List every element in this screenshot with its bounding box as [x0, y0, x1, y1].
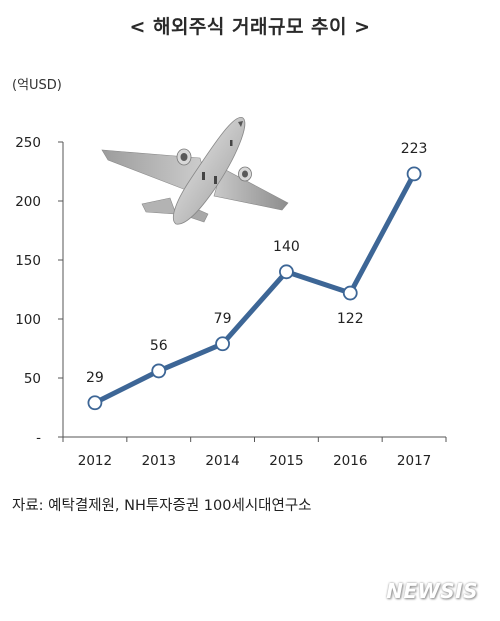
y-unit-label: (억USD): [12, 78, 62, 93]
x-tick-label: 2017: [397, 453, 431, 469]
data-label: 79: [214, 311, 232, 327]
data-label: 29: [86, 370, 104, 386]
y-tick-label: 200: [15, 194, 41, 210]
y-tick-label: 50: [24, 371, 41, 387]
x-tick-label: 2012: [78, 453, 112, 469]
data-label: 56: [150, 338, 168, 354]
data-point: [215, 336, 230, 352]
x-tick-label: 2013: [142, 453, 176, 469]
data-point: [87, 395, 103, 411]
data-point: [406, 166, 422, 182]
x-tick-label: 2016: [333, 453, 367, 469]
data-point: [279, 264, 294, 280]
y-tick-label: 150: [15, 253, 41, 269]
y-tick-label: 250: [15, 135, 41, 151]
data-label: 223: [401, 141, 428, 157]
newsis-watermark: NEWSIS: [386, 579, 478, 603]
data-point: [342, 285, 358, 301]
source-note: 자료: 예탁결제원, NH투자증권 100세시대연구소: [12, 498, 312, 514]
series-line: [93, 172, 417, 406]
y-tick-label: -: [36, 430, 41, 446]
x-tick-label: 2015: [269, 453, 303, 469]
data-point: [151, 363, 167, 379]
chart-title: < 해외주식 거래규모 추이 >: [129, 16, 371, 38]
data-label: 122: [337, 311, 364, 327]
data-label: 140: [273, 239, 300, 255]
x-tick-label: 2014: [205, 453, 239, 469]
y-tick-label: 100: [15, 312, 41, 328]
airplane-icon: [101, 117, 289, 225]
